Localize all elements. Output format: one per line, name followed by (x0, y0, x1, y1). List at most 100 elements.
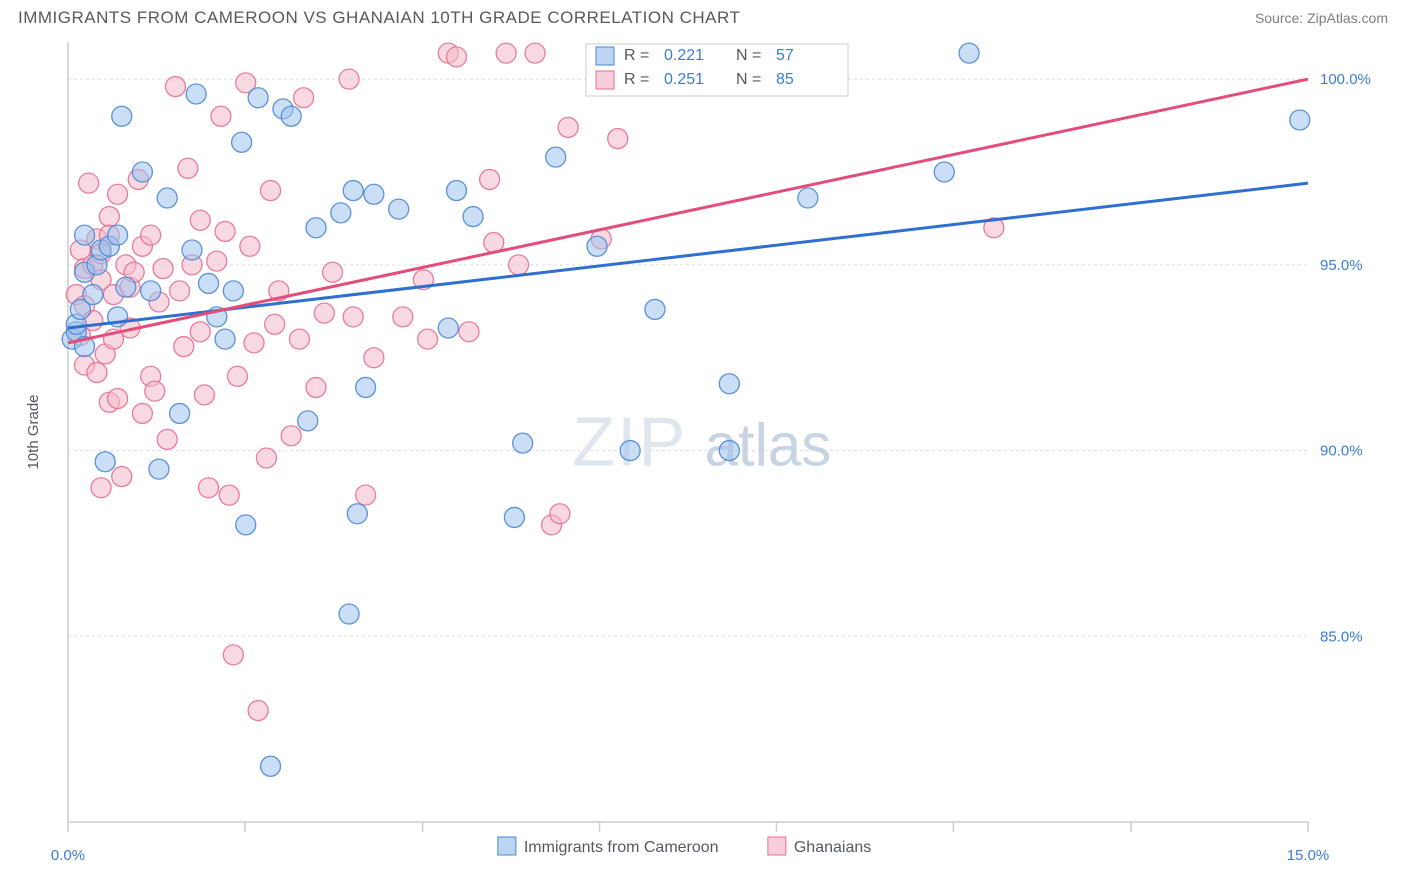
legend-n-value: 57 (776, 47, 794, 64)
scatter-point-ghanaian (480, 169, 500, 189)
scatter-point-cameroon (331, 203, 351, 223)
y-tick-label: 90.0% (1320, 443, 1363, 460)
scatter-point-ghanaian (240, 236, 260, 256)
scatter-point-cameroon (261, 756, 281, 776)
scatter-point-ghanaian (194, 385, 214, 405)
scatter-point-ghanaian (199, 478, 219, 498)
scatter-point-ghanaian (314, 303, 334, 323)
legend-r-label: R = (624, 71, 649, 88)
scatter-point-ghanaian (261, 181, 281, 201)
chart-title: IMMIGRANTS FROM CAMEROON VS GHANAIAN 10T… (18, 8, 740, 28)
scatter-point-cameroon (306, 218, 326, 238)
scatter-point-ghanaian (418, 329, 438, 349)
scatter-point-ghanaian (190, 322, 210, 342)
scatter-point-cameroon (347, 504, 367, 524)
y-axis-label: 10th Grade (25, 394, 42, 469)
scatter-point-ghanaian (496, 43, 516, 63)
scatter-point-cameroon (513, 433, 533, 453)
scatter-point-ghanaian (223, 645, 243, 665)
scatter-point-cameroon (1290, 110, 1310, 130)
legend-swatch-cameroon (596, 47, 614, 65)
scatter-point-cameroon (798, 188, 818, 208)
scatter-point-cameroon (719, 374, 739, 394)
scatter-point-cameroon (75, 225, 95, 245)
scatter-point-ghanaian (99, 207, 119, 227)
scatter-point-ghanaian (153, 259, 173, 279)
scatter-point-cameroon (364, 184, 384, 204)
legend-r-value: 0.221 (664, 47, 704, 64)
scatter-point-ghanaian (174, 337, 194, 357)
scatter-point-cameroon (248, 88, 268, 108)
scatter-point-ghanaian (265, 314, 285, 334)
scatter-point-ghanaian (289, 329, 309, 349)
trend-line-ghanaian (68, 79, 1308, 343)
bottom-legend-label: Immigrants from Cameroon (524, 839, 719, 856)
bottom-legend-swatch-ghanaian (768, 837, 786, 855)
scatter-point-cameroon (719, 441, 739, 461)
legend-swatch-ghanaian (596, 71, 614, 89)
scatter-point-ghanaian (79, 173, 99, 193)
legend-r-label: R = (624, 47, 649, 64)
scatter-point-cameroon (447, 181, 467, 201)
scatter-point-cameroon (199, 273, 219, 293)
scatter-point-cameroon (463, 207, 483, 227)
scatter-point-ghanaian (132, 403, 152, 423)
scatter-point-ghanaian (165, 77, 185, 97)
scatter-point-cameroon (112, 106, 132, 126)
scatter-point-ghanaian (108, 389, 128, 409)
scatter-point-cameroon (934, 162, 954, 182)
scatter-point-cameroon (157, 188, 177, 208)
scatter-point-cameroon (132, 162, 152, 182)
scatter-point-ghanaian (219, 485, 239, 505)
scatter-point-ghanaian (244, 333, 264, 353)
scatter-point-cameroon (232, 132, 252, 152)
scatter-point-ghanaian (364, 348, 384, 368)
scatter-chart: 85.0%90.0%95.0%100.0%ZIPatlas10th GradeR… (18, 32, 1388, 882)
scatter-point-ghanaian (447, 47, 467, 67)
legend-r-value: 0.251 (664, 71, 704, 88)
scatter-point-cameroon (83, 285, 103, 305)
legend-n-value: 85 (776, 71, 794, 88)
scatter-point-cameroon (281, 106, 301, 126)
scatter-point-ghanaian (170, 281, 190, 301)
y-tick-label: 85.0% (1320, 628, 1363, 645)
scatter-point-cameroon (141, 281, 161, 301)
scatter-point-ghanaian (306, 377, 326, 397)
scatter-point-cameroon (223, 281, 243, 301)
scatter-point-cameroon (546, 147, 566, 167)
legend-n-label: N = (736, 71, 761, 88)
scatter-point-ghanaian (248, 701, 268, 721)
scatter-point-ghanaian (108, 184, 128, 204)
scatter-point-cameroon (186, 84, 206, 104)
x-min-label: 0.0% (51, 847, 85, 864)
scatter-point-ghanaian (157, 429, 177, 449)
scatter-point-ghanaian (227, 366, 247, 386)
scatter-point-ghanaian (558, 117, 578, 137)
scatter-point-ghanaian (141, 225, 161, 245)
scatter-point-cameroon (236, 515, 256, 535)
scatter-point-cameroon (389, 199, 409, 219)
scatter-point-ghanaian (550, 504, 570, 524)
scatter-point-ghanaian (215, 221, 235, 241)
scatter-point-cameroon (438, 318, 458, 338)
scatter-point-cameroon (170, 403, 190, 423)
scatter-point-cameroon (95, 452, 115, 472)
scatter-point-cameroon (645, 299, 665, 319)
scatter-point-ghanaian (178, 158, 198, 178)
scatter-point-cameroon (343, 181, 363, 201)
scatter-point-ghanaian (91, 478, 111, 498)
scatter-point-ghanaian (509, 255, 529, 275)
scatter-point-ghanaian (393, 307, 413, 327)
scatter-point-ghanaian (525, 43, 545, 63)
scatter-point-cameroon (356, 377, 376, 397)
scatter-point-ghanaian (211, 106, 231, 126)
scatter-point-cameroon (182, 240, 202, 260)
scatter-point-ghanaian (459, 322, 479, 342)
scatter-point-ghanaian (145, 381, 165, 401)
scatter-point-cameroon (215, 329, 235, 349)
legend-n-label: N = (736, 47, 761, 64)
x-max-label: 15.0% (1287, 847, 1330, 864)
scatter-point-ghanaian (608, 129, 628, 149)
scatter-point-ghanaian (87, 363, 107, 383)
scatter-point-ghanaian (207, 251, 227, 271)
